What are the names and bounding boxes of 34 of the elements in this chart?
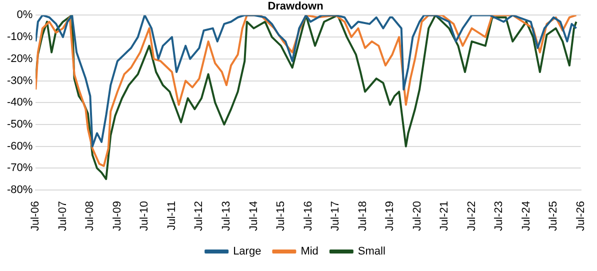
y-tick-label: -80% <box>6 184 33 196</box>
x-tick-label: Jul-09 <box>111 201 124 232</box>
legend-label: Mid <box>300 246 318 258</box>
y-tick-label: -70% <box>6 162 33 174</box>
x-tick-label: Jul-06 <box>30 201 42 232</box>
x-tick-label: Jul-19 <box>384 201 396 232</box>
x-tick-label: Jul-16 <box>302 201 314 232</box>
x-tick-label: Jul-10 <box>138 201 151 232</box>
x-tick-label: Jul-07 <box>56 201 69 232</box>
x-tick-label: Jul-15 <box>275 201 288 232</box>
y-tick-label: -60% <box>6 140 33 152</box>
x-tick-label: Jul-14 <box>248 201 260 232</box>
x-tick-label: Jul-25 <box>548 201 560 232</box>
x-tick-label: Jul-11 <box>166 201 178 230</box>
x-tick-label: Jul-13 <box>220 201 233 232</box>
y-tick-label: 0% <box>16 9 33 22</box>
x-tick-label: Jul-18 <box>356 201 369 232</box>
x-tick-label: Jul-12 <box>193 201 206 232</box>
x-tick-label: Jul-26 <box>574 201 587 232</box>
x-tick-label: Jul-20 <box>411 201 424 232</box>
y-tick-label: -50% <box>6 118 33 131</box>
chart-title: Drawdown <box>268 0 324 13</box>
x-tick-label: Jul-22 <box>466 201 478 232</box>
y-tick-label: -30% <box>6 74 33 87</box>
legend-label: Small <box>358 246 386 258</box>
x-tick-label: Jul-17 <box>330 201 342 232</box>
legend-label: Large <box>233 246 262 258</box>
x-tick-label: Jul-21 <box>438 201 451 232</box>
x-tick-label: Jul-23 <box>493 201 506 232</box>
y-tick-label: -10% <box>6 31 33 44</box>
x-tick-label: Jul-08 <box>84 201 96 232</box>
x-tick-label: Jul-24 <box>520 201 532 232</box>
y-tick-label: -20% <box>6 52 33 65</box>
y-tick-label: -40% <box>6 96 33 109</box>
